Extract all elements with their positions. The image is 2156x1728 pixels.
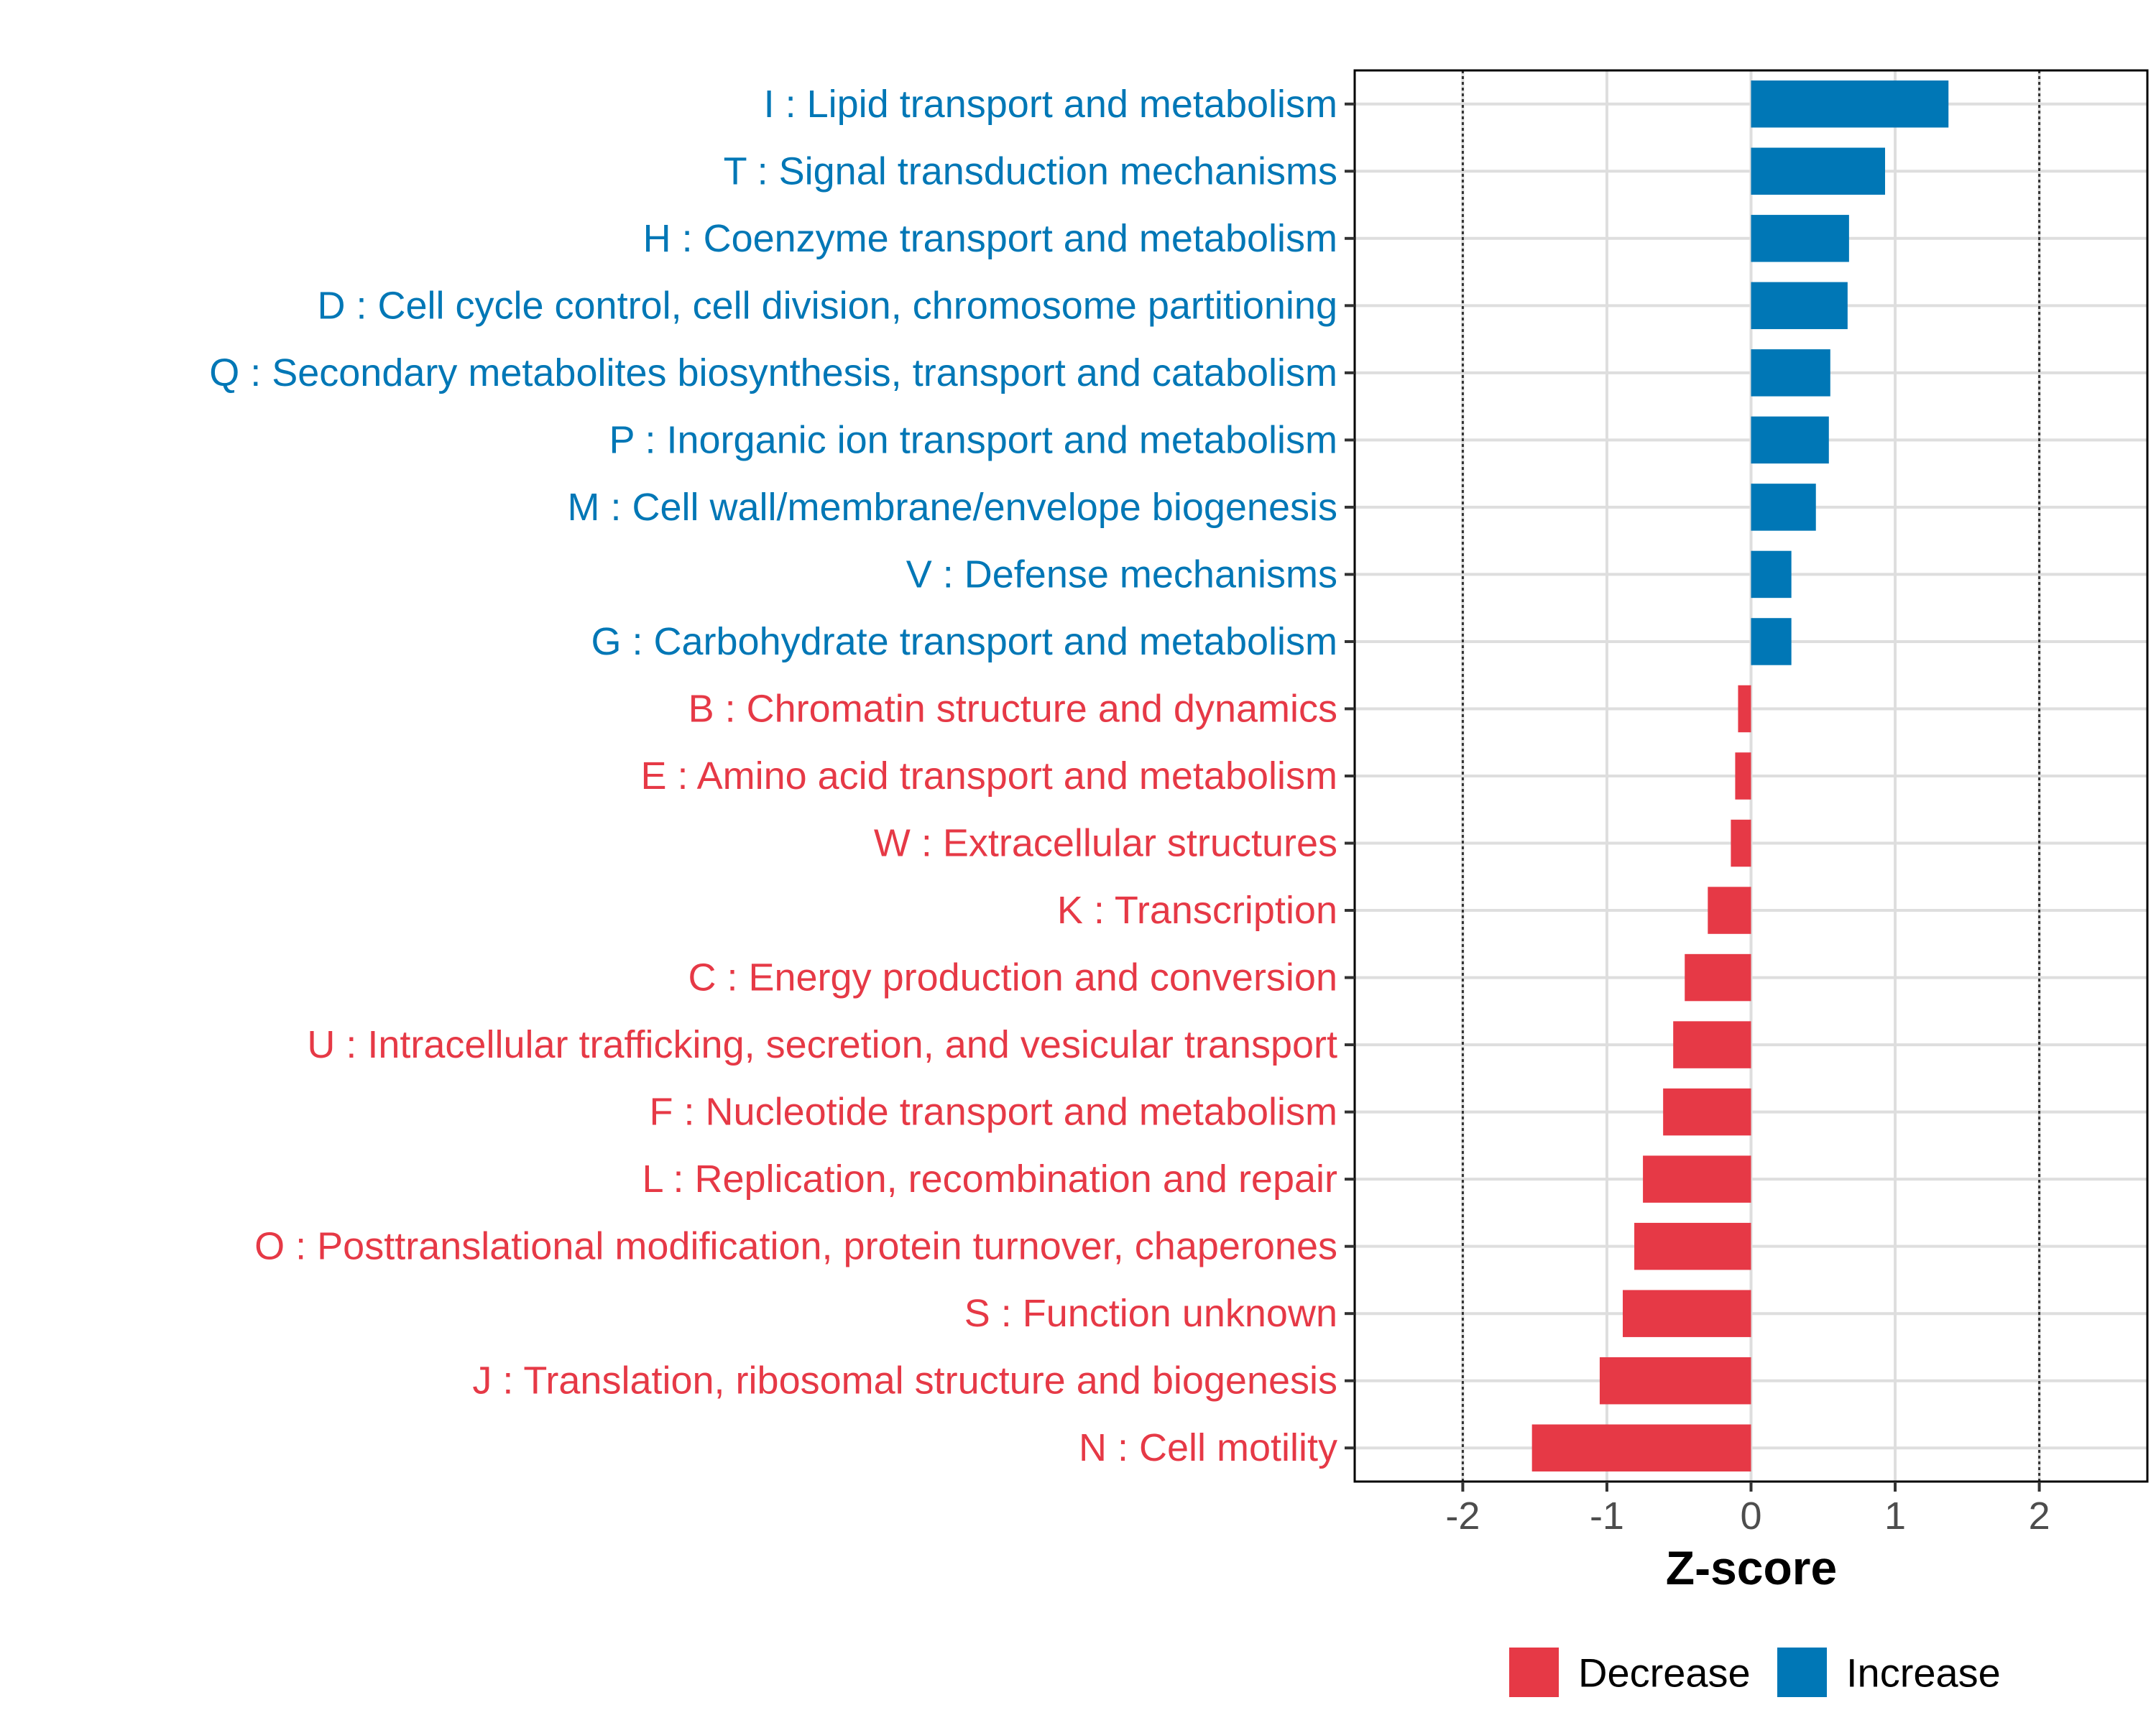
legend-label: Increase — [1846, 1650, 2001, 1696]
category-label: H : Coenzyme transport and metabolism — [643, 217, 1337, 260]
bar — [1751, 618, 1792, 665]
category-label: M : Cell wall/membrane/envelope biogenes… — [567, 486, 1337, 529]
legend-swatch — [1777, 1648, 1827, 1697]
x-tick-label: -2 — [1445, 1494, 1480, 1538]
bar — [1708, 887, 1751, 934]
bar — [1751, 484, 1816, 531]
category-label: J : Translation, ribosomal structure and… — [472, 1359, 1337, 1403]
category-label: D : Cell cycle control, cell division, c… — [317, 284, 1337, 327]
bar — [1751, 550, 1792, 599]
x-tick-label: 2 — [2029, 1494, 2050, 1538]
category-label: O : Posttranslational modification, prot… — [254, 1225, 1337, 1268]
category-label: W : Extracellular structures — [874, 822, 1337, 865]
category-label: U : Intracellular trafficking, secretion… — [307, 1023, 1337, 1066]
bar — [1634, 1222, 1751, 1270]
bar — [1751, 416, 1829, 464]
bar — [1643, 1155, 1751, 1203]
category-label: L : Replication, recombination and repai… — [642, 1158, 1337, 1201]
legend: Decrease Increase — [1509, 1648, 2001, 1697]
bar — [1685, 953, 1751, 1002]
bar — [1751, 147, 1886, 195]
bar — [1751, 282, 1848, 330]
x-tick-label: 0 — [1740, 1494, 1761, 1538]
category-label: S : Function unknown — [964, 1292, 1337, 1335]
legend-swatch — [1509, 1648, 1559, 1697]
category-label: P : Inorganic ion transport and metaboli… — [609, 418, 1337, 461]
bar — [1751, 80, 1949, 128]
x-tick-label: 1 — [1884, 1494, 1906, 1538]
frame-layer — [1345, 69, 2149, 1492]
category-label: E : Amino acid transport and metabolism — [641, 754, 1337, 798]
category-label: C : Energy production and conversion — [688, 956, 1337, 999]
bar — [1735, 752, 1751, 800]
category-label: N : Cell motility — [1079, 1426, 1337, 1469]
x-tick-label: -1 — [1590, 1494, 1624, 1538]
bar — [1531, 1424, 1751, 1471]
x-axis-title: Z-score — [1666, 1541, 1837, 1594]
bar — [1623, 1290, 1751, 1337]
bar-layer — [1531, 80, 1949, 1471]
category-label: B : Chromatin structure and dynamics — [688, 687, 1337, 730]
bar — [1751, 215, 1849, 262]
legend-label: Decrease — [1578, 1650, 1751, 1696]
category-label: G : Carbohydrate transport and metabolis… — [591, 620, 1338, 663]
bar — [1738, 685, 1751, 733]
bar — [1751, 349, 1830, 397]
category-label: V : Defense mechanisms — [906, 553, 1337, 596]
bar — [1663, 1088, 1751, 1136]
category-label: F : Nucleotide transport and metabolism — [650, 1091, 1337, 1134]
category-label: K : Transcription — [1057, 889, 1337, 932]
label-layer: I : Lipid transport and metabolism T : Si… — [209, 83, 2050, 1538]
category-label: Q : Secondary metabolites biosynthesis, … — [209, 351, 1337, 394]
bar — [1599, 1357, 1751, 1405]
bar — [1731, 819, 1751, 867]
category-label: T : Signal transduction mechanisms — [724, 149, 1337, 193]
category-label: I : Lipid transport and metabolism — [764, 83, 1337, 126]
bar — [1673, 1021, 1751, 1068]
